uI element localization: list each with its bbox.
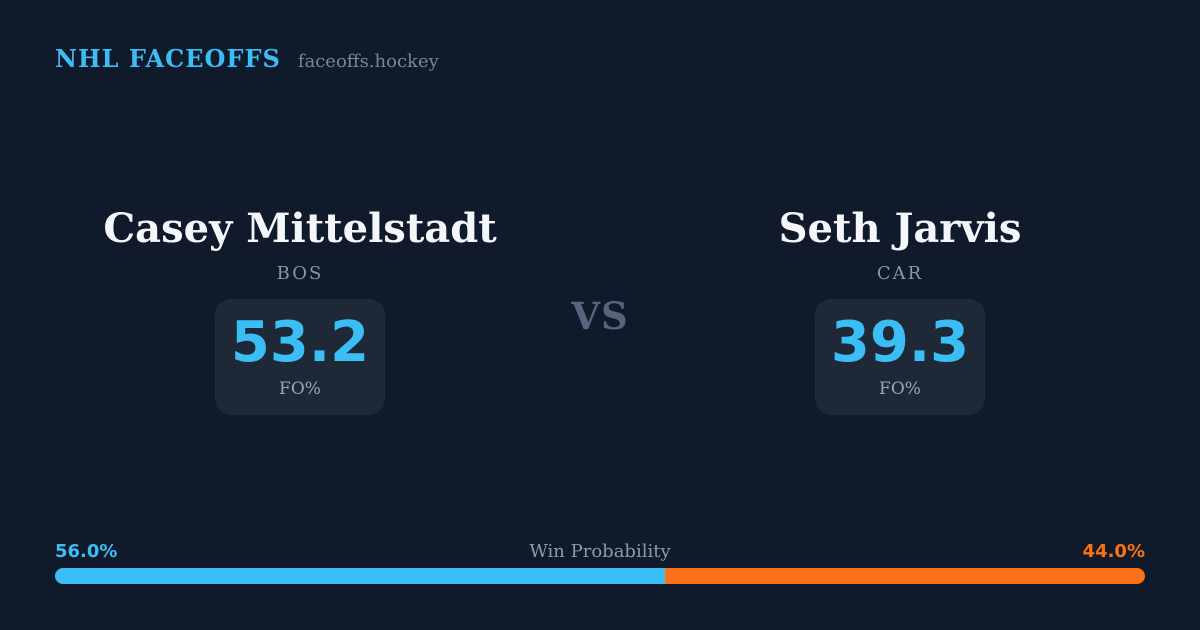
player-name-right: Seth Jarvis <box>778 205 1022 252</box>
player-panel-right: Seth Jarvis CAR 39.3 FO% <box>720 207 1080 415</box>
win-prob-bar-left <box>55 568 666 584</box>
player-team-left: BOS <box>276 263 324 284</box>
win-prob-left-pct: 56.0% <box>55 541 118 562</box>
site-url-text: faceoffs.hockey <box>297 51 439 72</box>
win-prob-bar-right <box>665 568 1145 584</box>
player-name-left: Casey Mittelstadt <box>103 205 497 252</box>
stat-value-left: 53.2 <box>230 310 370 375</box>
player-panel-left: Casey Mittelstadt BOS 53.2 FO% <box>103 207 497 415</box>
vs-divider: VS <box>571 294 629 338</box>
win-prob-right-pct: 44.0% <box>1082 541 1145 562</box>
stat-value-right: 39.3 <box>830 310 970 375</box>
stat-label-left: FO% <box>279 379 321 399</box>
win-prob-title: Win Probability <box>529 541 671 562</box>
player-team-right: CAR <box>876 263 924 284</box>
stat-card-right: 39.3 FO% <box>815 299 985 415</box>
win-probability-labels: 56.0% Win Probability 44.0% <box>55 541 1145 563</box>
win-probability-bar <box>55 568 1145 584</box>
stat-label-right: FO% <box>879 379 921 399</box>
stat-card-left: 53.2 FO% <box>215 299 385 415</box>
brand-logo-text: NHL FACEOFFS <box>55 44 281 73</box>
header: NHL FACEOFFS faceoffs.hockey <box>55 44 439 73</box>
